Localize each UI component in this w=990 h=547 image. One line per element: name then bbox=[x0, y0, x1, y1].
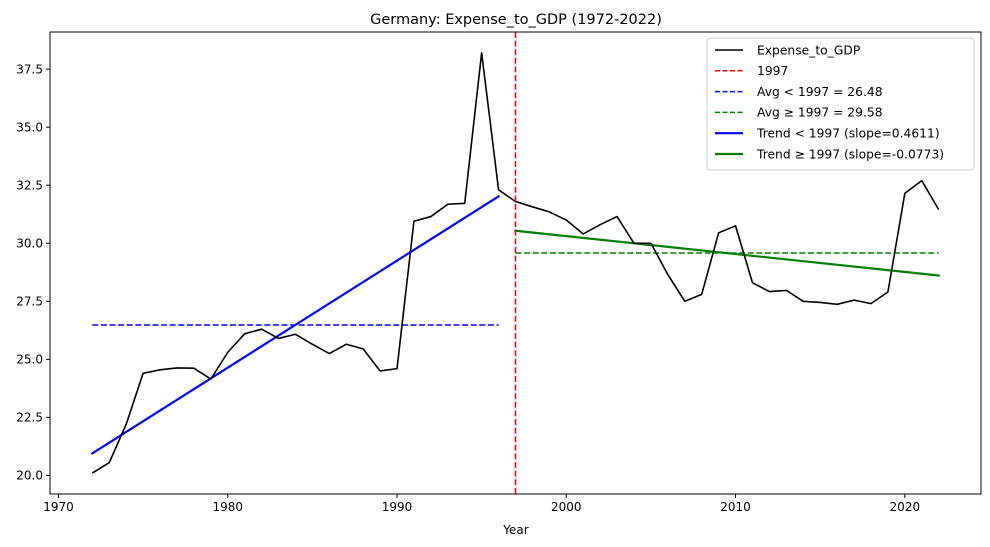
chart-title: Germany: Expense_to_GDP (1972-2022) bbox=[370, 12, 662, 28]
trend-line-2 bbox=[514, 229, 940, 277]
x-tick-label: 1970 bbox=[43, 500, 74, 514]
x-tick-label: 1990 bbox=[382, 500, 413, 514]
series-line-expense-to-gdp bbox=[91, 52, 940, 474]
legend-label-5: Trend < 1997 (slope=0.4611) bbox=[756, 127, 940, 141]
axes-frame bbox=[49, 31, 982, 495]
legend: Expense_to_GDP 1997 Avg < 1997 = 26.48 Avg … bbox=[706, 37, 975, 171]
x-tick-label: 2000 bbox=[551, 500, 582, 514]
legend-label-2: 1997 bbox=[757, 64, 788, 78]
y-tick-label: 20.0 bbox=[16, 469, 43, 483]
legend-box bbox=[706, 37, 975, 171]
x-tick-label: 2010 bbox=[720, 500, 751, 514]
y-tick-label: 32.5 bbox=[16, 179, 43, 193]
x-tick-label: 1980 bbox=[212, 500, 243, 514]
y-tick-label: 27.5 bbox=[16, 295, 43, 309]
x-axis-label: Year bbox=[502, 523, 528, 537]
y-tick-label: 37.5 bbox=[16, 62, 43, 76]
y-tick-label: 30.0 bbox=[16, 237, 43, 251]
trend-line-1 bbox=[90, 194, 501, 455]
legend-label-6: Trend ≥ 1997 (slope=-0.0773) bbox=[756, 147, 944, 161]
y-tick-label: 35.0 bbox=[16, 120, 43, 134]
legend-label-1: Expense_to_GDP bbox=[757, 43, 860, 57]
plot-area bbox=[90, 32, 940, 494]
y-tick-label: 25.0 bbox=[16, 353, 43, 367]
legend-label-3: Avg < 1997 = 26.48 bbox=[757, 85, 883, 99]
y-axis: 20.0 22.5 25.0 27.5 30.0 32.5 35.0 37.5 bbox=[16, 62, 50, 483]
y-tick-label: 22.5 bbox=[16, 411, 43, 425]
x-axis: 1970 1980 1990 2000 2010 2020 bbox=[43, 494, 920, 514]
x-tick-label: 2020 bbox=[890, 500, 921, 514]
legend-label-4: Avg ≥ 1997 = 29.58 bbox=[757, 106, 883, 120]
